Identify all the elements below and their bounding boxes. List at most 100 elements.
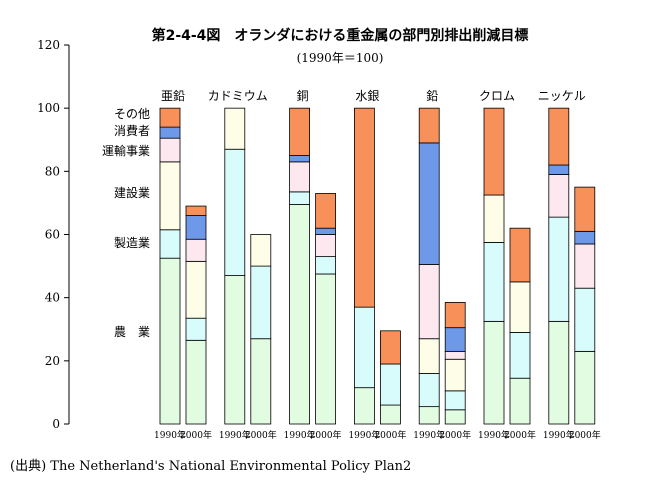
bar-segment xyxy=(159,107,181,128)
bar-segment xyxy=(224,148,246,276)
bar-segment xyxy=(574,243,596,289)
y-tick-label: 100 xyxy=(37,101,60,115)
category-label: 水銀 xyxy=(355,89,379,103)
x-tick-label: 2000年 xyxy=(569,429,601,441)
bar-segment xyxy=(379,363,401,406)
legend-label: 製造業 xyxy=(114,236,150,250)
bar-segment xyxy=(159,257,181,425)
bar-segment xyxy=(548,320,570,425)
bar-segment xyxy=(574,350,596,425)
x-tick-label: 2000年 xyxy=(310,429,342,441)
legend-label: 消費者 xyxy=(114,123,150,138)
bar-segment xyxy=(353,306,375,389)
y-tick-label: 120 xyxy=(37,38,60,52)
y-tick-label: 0 xyxy=(52,417,60,431)
bar-segment xyxy=(418,142,440,265)
bar-segment xyxy=(548,174,570,218)
bar-segment xyxy=(483,107,505,196)
bar-segment xyxy=(185,238,207,262)
bar-segment xyxy=(483,241,505,322)
bar-segment xyxy=(224,107,246,150)
y-tick-label: 40 xyxy=(45,291,60,305)
category-label: カドミウム xyxy=(208,89,268,103)
chart-subtitle: (1990年＝100) xyxy=(297,51,384,65)
bar-segment xyxy=(509,281,531,333)
legend-label: その他 xyxy=(114,107,150,121)
x-tick-label: 1990年 xyxy=(284,429,316,441)
y-tick-label: 80 xyxy=(45,164,60,178)
bar-segment xyxy=(159,137,181,163)
bar-segment xyxy=(185,260,207,319)
bar-segment xyxy=(548,216,570,322)
bar-segment xyxy=(548,107,570,166)
chart-title: 第2-4-4図 オランダにおける重金属の部門別排出削減目標 xyxy=(152,27,529,44)
x-tick-label: 1990年 xyxy=(478,429,510,441)
x-tick-label: 2000年 xyxy=(180,429,212,441)
x-tick-label: 1990年 xyxy=(543,429,575,441)
bar-segment xyxy=(574,186,596,232)
bar-segment xyxy=(289,204,311,425)
category-label: クロム xyxy=(479,89,515,103)
x-tick-label: 1990年 xyxy=(219,429,251,441)
bar-segment xyxy=(315,256,337,275)
y-tick-label: 20 xyxy=(45,354,60,368)
bar-segment xyxy=(289,191,311,205)
bar-segment xyxy=(444,358,466,392)
bar-segment xyxy=(509,227,531,283)
bar-segment xyxy=(483,320,505,425)
bar-segment xyxy=(159,161,181,231)
axes: 0 20 40 60 80 100 120 xyxy=(37,38,70,431)
bar-segment xyxy=(185,317,207,341)
bar-segment xyxy=(379,404,401,425)
source-note: (出典) The Netherland's National Environme… xyxy=(10,459,411,474)
x-tick-label: 2000年 xyxy=(439,429,471,441)
bar-segment xyxy=(315,273,337,425)
bar-segment xyxy=(289,155,311,163)
category-label: 銅 xyxy=(297,89,309,103)
bar-segment xyxy=(315,193,337,229)
bar-segment xyxy=(418,406,440,425)
bar-segment xyxy=(289,161,311,193)
x-tick-label: 1990年 xyxy=(154,429,186,441)
bar-segment xyxy=(509,332,531,379)
x-tick-label: 2000年 xyxy=(245,429,277,441)
legend-label: 運輸事業 xyxy=(102,143,150,158)
bar-segment xyxy=(250,234,272,267)
bar-segment xyxy=(185,205,207,216)
bar-segment xyxy=(418,264,440,340)
bar-segment xyxy=(444,409,466,425)
bar-segment xyxy=(444,390,466,411)
bar-segment xyxy=(250,265,272,340)
x-tick-label: 2000年 xyxy=(374,429,406,441)
x-tick-label: 2000年 xyxy=(504,429,536,441)
legend-label: 農 業 xyxy=(114,325,150,339)
bar-segment xyxy=(315,234,337,258)
bar-segment xyxy=(418,373,440,408)
bar-segment xyxy=(353,387,375,425)
bar-segment xyxy=(185,215,207,240)
bar-segment xyxy=(444,302,466,329)
bar-segment xyxy=(548,164,570,175)
bar-segment xyxy=(159,126,181,139)
legend-label: 建設業 xyxy=(114,185,150,200)
y-tick-label: 60 xyxy=(45,228,60,242)
bar-segment xyxy=(418,107,440,144)
bar-segment xyxy=(159,229,181,259)
category-label: ニッケル xyxy=(538,89,586,103)
x-tick-label: 1990年 xyxy=(413,429,445,441)
bar-segment xyxy=(483,194,505,243)
bar-segment xyxy=(444,350,466,360)
bar-segment xyxy=(379,330,401,365)
category-label: 亜鉛 xyxy=(161,89,185,103)
bar-segment xyxy=(185,339,207,425)
bar-segment xyxy=(315,227,337,235)
bar-segment xyxy=(353,107,375,308)
bar-segment xyxy=(224,275,246,425)
bar-segment xyxy=(289,107,311,156)
category-label: 鉛 xyxy=(426,89,438,103)
bar-segment xyxy=(250,338,272,425)
bar-segment xyxy=(509,377,531,425)
labels: 1990年2000年亜鉛1990年2000年カドミウム1990年2000年銅19… xyxy=(102,89,601,441)
